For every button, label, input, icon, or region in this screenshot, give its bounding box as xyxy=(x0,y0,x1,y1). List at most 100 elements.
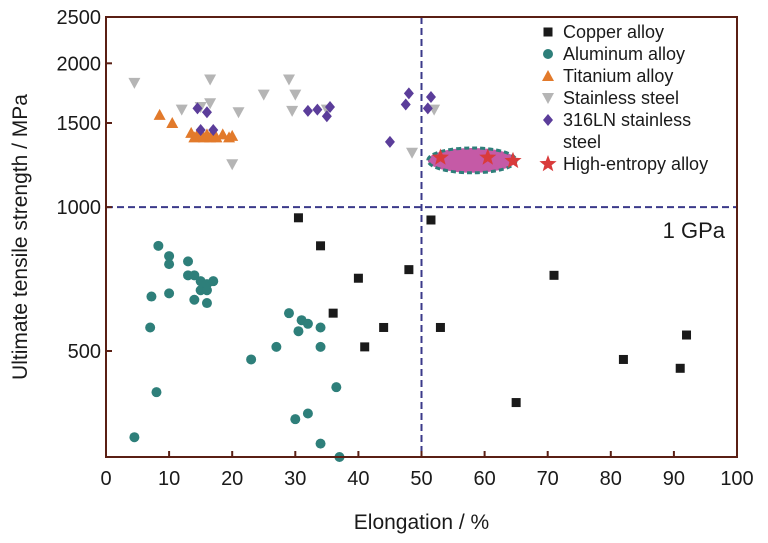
x-tick-label: 0 xyxy=(100,468,111,490)
legend-label: Copper alloy xyxy=(563,22,664,42)
stainless-steel-point xyxy=(406,147,419,159)
y-tick-label: 1000 xyxy=(57,197,102,219)
316ln-stainless-steel-point xyxy=(425,91,436,104)
titanium-alloy-point xyxy=(166,117,179,129)
high-entropy-alloy-point xyxy=(504,151,522,169)
aluminum-alloy-point xyxy=(153,240,164,251)
x-tick-label: 30 xyxy=(284,468,306,490)
aluminum-alloy-point xyxy=(246,354,257,365)
x-tick-label: 80 xyxy=(600,468,622,490)
titanium-alloy-point xyxy=(216,128,229,140)
x-tick-label: 70 xyxy=(537,468,559,490)
y-tick-label: 2000 xyxy=(57,53,102,75)
y-tick-label: 1500 xyxy=(57,113,102,135)
legend-item-316ln-stainless-steel: 316LN stainless steel xyxy=(543,110,691,152)
aluminum-alloy-point xyxy=(208,276,219,287)
stainless-steel-point xyxy=(282,74,295,86)
legend-marker-copper-alloy xyxy=(543,27,553,37)
legend-label: 316LN stainless steel xyxy=(563,110,691,152)
stainless-steel-point xyxy=(232,107,245,119)
aluminum-alloy-point xyxy=(302,318,313,329)
copper-alloy-point xyxy=(360,342,370,352)
316ln-stainless-steel-point xyxy=(422,102,433,115)
aluminum-alloy-point xyxy=(315,341,326,352)
aluminum-alloy-point xyxy=(302,408,313,419)
series-316ln-stainless-steel xyxy=(192,87,436,148)
aluminum-alloy-point xyxy=(331,382,342,393)
y-tick-label: 2500 xyxy=(57,7,102,29)
legend-item-titanium-alloy: Titanium alloy xyxy=(542,66,673,86)
copper-alloy-point xyxy=(549,270,559,280)
stainless-steel-point xyxy=(204,98,217,110)
copper-alloy-point xyxy=(404,265,414,275)
series-titanium-alloy xyxy=(153,108,239,143)
series-aluminum-alloy xyxy=(129,240,345,462)
x-tick-label: 60 xyxy=(473,468,495,490)
stainless-steel-point xyxy=(289,89,302,101)
copper-alloy-point xyxy=(328,308,338,318)
aluminum-alloy-point xyxy=(164,288,175,299)
316ln-stainless-steel-point xyxy=(312,103,323,116)
x-tick-label: 50 xyxy=(410,468,432,490)
legend-marker-high-entropy-alloy xyxy=(539,155,557,172)
copper-alloy-point xyxy=(435,322,445,332)
stainless-steel-point xyxy=(226,159,239,171)
stainless-steel-point xyxy=(257,89,270,101)
316ln-stainless-steel-point xyxy=(384,135,395,148)
legend-item-copper-alloy: Copper alloy xyxy=(543,22,664,42)
data-points xyxy=(128,74,692,462)
x-axis-label: Elongation / % xyxy=(354,511,489,534)
aluminum-alloy-point xyxy=(183,256,194,267)
aluminum-alloy-point xyxy=(146,291,157,302)
copper-alloy-point xyxy=(682,330,692,340)
legend-marker-titanium-alloy xyxy=(542,70,554,81)
legend-marker-316ln-stainless-steel xyxy=(543,114,553,126)
copper-alloy-point xyxy=(293,213,303,223)
x-tick-label: 20 xyxy=(221,468,243,490)
copper-alloy-point xyxy=(426,215,436,225)
316ln-stainless-steel-point xyxy=(321,110,332,123)
axis-ticks: 0 10 20 30 40 50 60 70 80 90 100 500 1000 1500 2000 250… xyxy=(57,7,754,490)
x-tick-label: 100 xyxy=(720,468,753,490)
copper-alloy-point xyxy=(379,322,389,332)
aluminum-alloy-point xyxy=(151,387,162,398)
aluminum-alloy-point xyxy=(189,294,200,305)
high-entropy-alloy-point xyxy=(479,148,497,165)
legend-label: Stainless steel xyxy=(563,88,679,108)
stainless-steel-point xyxy=(175,104,188,116)
legend-marker-aluminum-alloy xyxy=(543,49,553,59)
aluminum-alloy-point xyxy=(201,298,212,309)
316ln-stainless-steel-point xyxy=(201,106,212,119)
legend-marker-stainless-steel xyxy=(542,93,554,104)
legend-item-aluminum-alloy: Aluminum alloy xyxy=(543,44,685,64)
aluminum-alloy-point xyxy=(283,308,294,319)
aluminum-alloy-point xyxy=(315,322,326,333)
316ln-stainless-steel-point xyxy=(195,124,206,137)
copper-alloy-point xyxy=(353,273,363,283)
legend-label: Titanium alloy xyxy=(563,66,673,86)
aluminum-alloy-point xyxy=(315,438,326,449)
reference-lines xyxy=(106,17,737,457)
316ln-stainless-steel-point xyxy=(208,124,219,137)
316ln-stainless-steel-point xyxy=(302,104,313,117)
y-axis-label: Ultimate tensile strength / MPa xyxy=(9,94,32,380)
stainless-steel-point xyxy=(128,77,141,89)
aluminum-alloy-point xyxy=(271,341,282,352)
x-tick-label: 10 xyxy=(158,468,180,490)
legend-item-stainless-steel: Stainless steel xyxy=(542,88,679,108)
316ln-stainless-steel-point xyxy=(400,98,411,111)
aluminum-alloy-point xyxy=(189,270,200,281)
legend-label: Aluminum alloy xyxy=(563,44,685,64)
titanium-alloy-point xyxy=(210,131,223,143)
aluminum-alloy-point xyxy=(164,259,175,270)
aluminum-alloy-point xyxy=(145,322,156,333)
legend-item-high-entropy-alloy: High-entropy alloy xyxy=(539,154,708,174)
titanium-alloy-point xyxy=(153,108,166,120)
316ln-stainless-steel-point xyxy=(192,102,203,115)
y-tick-label: 500 xyxy=(68,341,101,363)
series-high-entropy-alloy xyxy=(431,148,522,169)
316ln-stainless-steel-point xyxy=(325,101,336,114)
x-tick-label: 90 xyxy=(663,468,685,490)
stainless-steel-point xyxy=(204,74,217,86)
